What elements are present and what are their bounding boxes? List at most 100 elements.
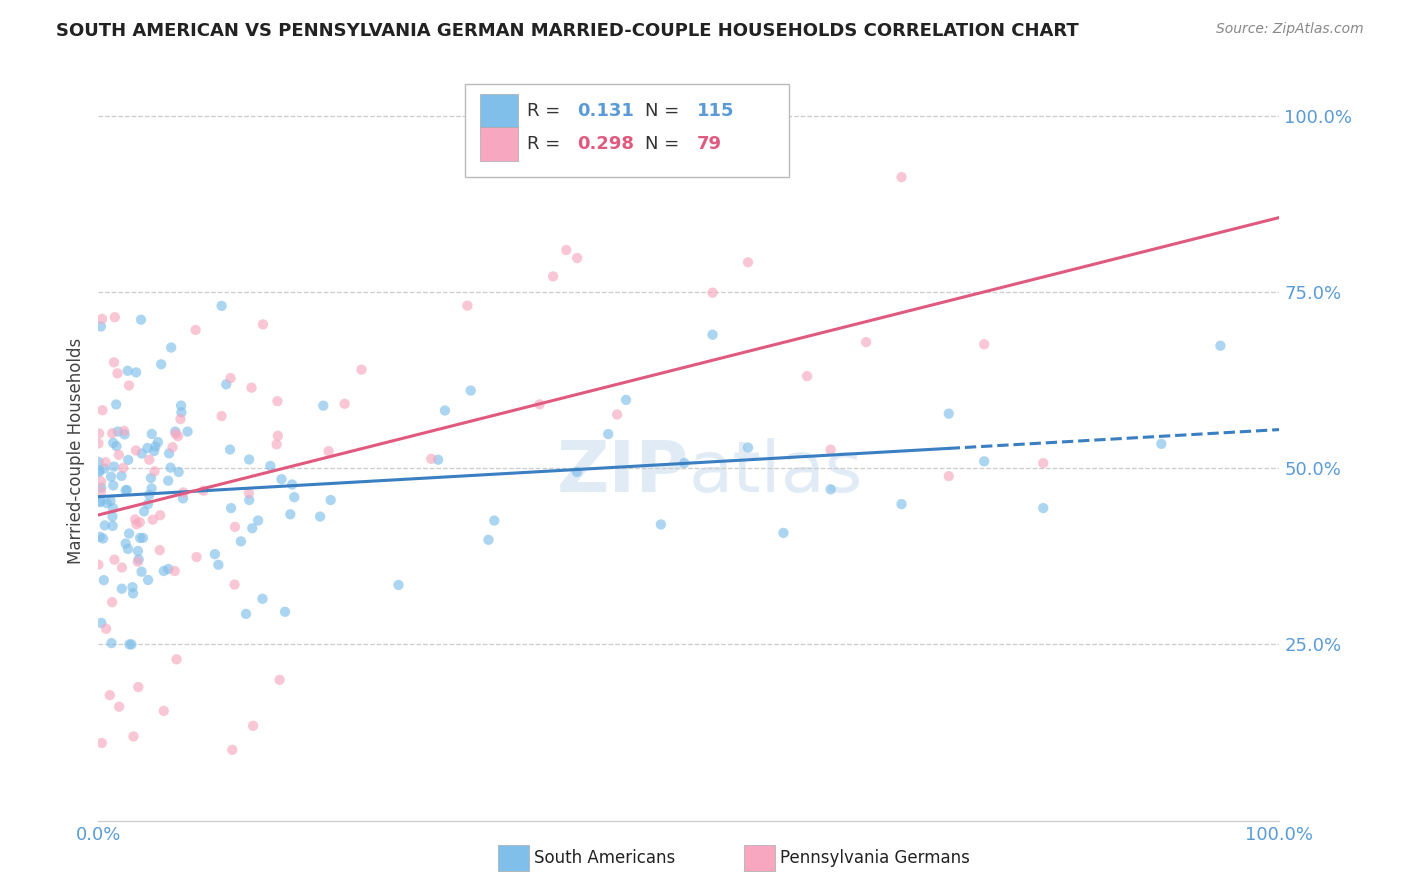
Point <box>281 477 304 491</box>
Point <box>855 335 877 350</box>
Point <box>820 442 842 457</box>
Point <box>242 719 264 733</box>
Text: Pennsylvania Germans: Pennsylvania Germans <box>780 849 970 867</box>
Point <box>112 460 135 475</box>
Point <box>186 549 208 564</box>
Point <box>104 310 127 325</box>
Point <box>650 517 672 532</box>
Point <box>247 513 270 527</box>
Point <box>129 531 152 545</box>
Point <box>163 564 186 578</box>
Point <box>114 483 136 498</box>
Point <box>101 426 124 441</box>
Point <box>94 455 117 469</box>
Text: 79: 79 <box>697 135 723 153</box>
Point <box>87 558 110 572</box>
Point <box>108 448 131 462</box>
Point <box>166 652 188 666</box>
Point <box>127 555 149 569</box>
Point <box>105 397 128 411</box>
Text: N =: N = <box>645 103 685 120</box>
Point <box>100 636 122 650</box>
Point <box>269 673 291 687</box>
Point <box>114 536 136 550</box>
Point <box>117 453 139 467</box>
Point <box>172 485 194 500</box>
Point <box>614 392 637 407</box>
Point <box>118 378 141 392</box>
Point <box>157 446 180 460</box>
Point <box>167 429 190 443</box>
Point <box>114 427 136 442</box>
Point <box>91 312 114 326</box>
Point <box>141 482 163 496</box>
Point <box>143 464 166 478</box>
Point <box>737 441 759 455</box>
Text: SOUTH AMERICAN VS PENNSYLVANIA GERMAN MARRIED-COUPLE HOUSEHOLDS CORRELATION CHAR: SOUTH AMERICAN VS PENNSYLVANIA GERMAN MA… <box>56 22 1078 40</box>
Point <box>146 435 169 450</box>
Point <box>136 573 159 587</box>
Point <box>219 371 242 385</box>
Point <box>90 319 112 334</box>
Point <box>565 465 588 479</box>
Point <box>87 466 110 480</box>
Point <box>90 481 112 495</box>
Point <box>124 512 146 526</box>
Point <box>87 436 110 450</box>
Point <box>224 520 246 534</box>
Point <box>420 451 443 466</box>
Point <box>318 444 340 458</box>
Point <box>333 397 356 411</box>
Point <box>160 341 183 355</box>
Point <box>215 377 238 392</box>
Point <box>938 469 960 483</box>
Point <box>606 408 628 422</box>
Point <box>266 437 288 451</box>
Y-axis label: Married-couple Households: Married-couple Households <box>66 337 84 564</box>
Point <box>427 452 450 467</box>
Point <box>152 704 174 718</box>
Point <box>267 429 290 443</box>
Point <box>433 403 456 417</box>
Point <box>555 243 578 257</box>
Point <box>184 323 207 337</box>
Point <box>136 441 159 455</box>
Point <box>1032 501 1054 516</box>
Point <box>484 514 506 528</box>
Text: 115: 115 <box>697 103 735 120</box>
Text: ZIP: ZIP <box>557 438 689 508</box>
Point <box>89 530 111 544</box>
FancyBboxPatch shape <box>479 95 517 128</box>
Point <box>221 743 243 757</box>
Point <box>94 518 117 533</box>
Point <box>107 367 129 381</box>
Point <box>240 381 263 395</box>
Point <box>283 490 305 504</box>
Point <box>598 427 620 442</box>
Point <box>172 491 194 506</box>
Point <box>128 516 150 530</box>
Point <box>252 318 274 332</box>
Point <box>138 452 160 467</box>
Point <box>90 615 112 630</box>
Point <box>312 399 335 413</box>
Point <box>157 562 180 576</box>
Point <box>122 730 145 744</box>
Point <box>143 440 166 454</box>
Point <box>139 471 162 485</box>
Point <box>204 547 226 561</box>
Point <box>890 170 912 185</box>
Point <box>107 425 129 439</box>
Point <box>112 424 135 438</box>
Point <box>567 251 589 265</box>
Point <box>125 517 148 532</box>
Point <box>1150 437 1173 451</box>
Point <box>238 486 260 500</box>
Point <box>737 255 759 269</box>
Point <box>820 483 842 497</box>
Point <box>170 405 193 419</box>
Point <box>121 637 143 651</box>
Point <box>127 544 149 558</box>
Text: R =: R = <box>527 103 567 120</box>
Point <box>129 312 152 326</box>
